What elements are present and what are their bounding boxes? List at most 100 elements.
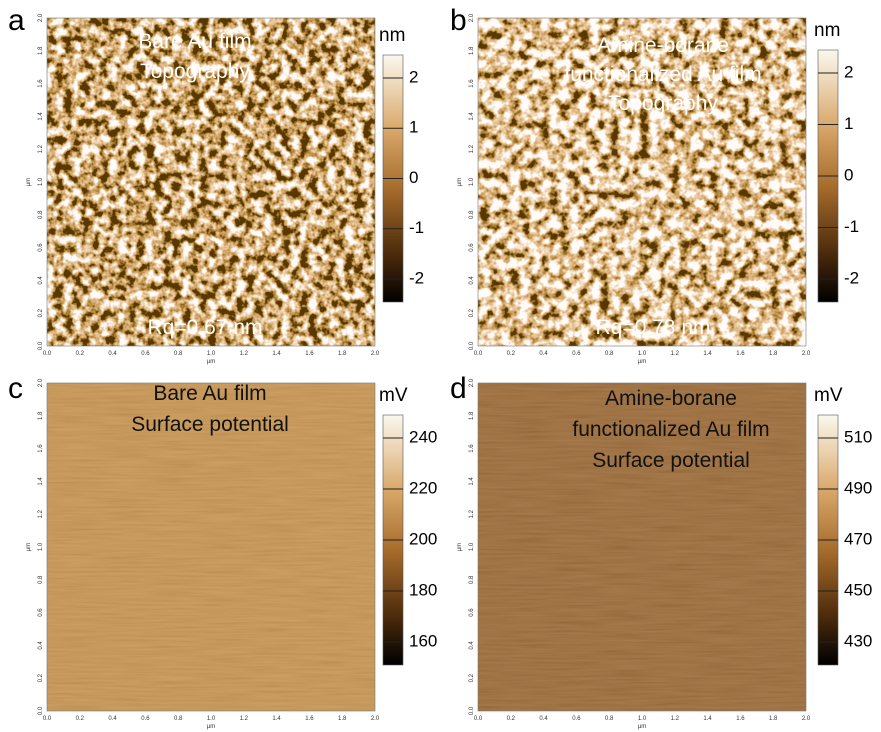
panel-title: Bare Au film [153,382,266,405]
y-tick-label: 0.6 [469,243,475,252]
y-tick-label: 2.0 [38,378,44,387]
y-tick-label: 1.4 [469,112,475,121]
colorbar-tick-label: 450 [844,580,872,599]
x-tick-label: 0.8 [174,351,183,357]
colorbar-tick-label: 180 [409,580,437,599]
panel: b Amine-borane functionalized Au film Topog… [450,4,859,365]
x-tick-label: 0.4 [539,351,548,357]
x-tick-label: 0.6 [141,351,150,357]
y-axis-unit: µm [26,178,32,186]
colorbar-tick-label: -2 [844,268,859,287]
x-tick-label: 0.2 [507,716,516,722]
y-axis-unit: µm [26,543,32,551]
y-tick-label: 2.0 [469,378,475,387]
y-tick-label: 1.4 [38,112,44,121]
y-tick-label: 0.4 [469,276,475,285]
y-tick-label: 1.4 [469,477,475,486]
x-axis-unit: µm [638,359,646,365]
y-tick-label: 1.0 [469,177,475,186]
kpfm-texture [478,383,806,711]
x-tick-label: 1.4 [272,716,281,722]
y-tick-label: 0.6 [38,243,44,252]
y-tick-label: 0.4 [38,276,44,285]
panel-title: Topography [140,60,250,83]
afm-image [47,18,375,346]
panel: d Amine-borane functionalized Au film Surfa… [450,372,872,730]
y-tick-label: 0.8 [469,575,475,584]
y-tick-label: 1.2 [38,509,44,518]
roughness: Rq=0.78 nm [596,316,711,339]
x-tick-label: 2.0 [802,716,811,722]
x-tick-label: 0.0 [474,351,483,357]
colorbar-tick-label: 510 [844,427,872,446]
panel-letter: a [8,4,25,37]
y-tick-label: 1.0 [469,542,475,551]
panel-title: Topography [608,92,718,115]
x-tick-label: 1.0 [207,716,216,722]
x-tick-label: 1.8 [769,351,778,357]
x-tick-label: 1.2 [671,716,680,722]
panel: a Bare Au film Topography Rq=0.67 nm nm 2 1 0 -1… [8,4,424,365]
colorbar-tick-label: -2 [409,268,424,287]
y-tick-label: 1.4 [38,477,44,486]
y-tick-label: 0.2 [38,308,44,317]
x-tick-label: 1.0 [638,351,647,357]
x-tick-label: 0.4 [108,716,117,722]
x-tick-label: 0.8 [605,351,614,357]
x-tick-label: 1.2 [671,351,680,357]
panel-letter: b [450,4,467,37]
y-tick-label: 1.8 [469,46,475,55]
y-tick-label: 0.0 [469,706,475,715]
afm-image [478,18,806,346]
colorbar-tick-label: 220 [409,478,437,497]
panel-title: Surface potential [592,449,750,472]
y-tick-label: 0.8 [469,210,475,219]
x-tick-label: 1.6 [305,351,314,357]
colorbar-tick-label: 1 [409,118,418,137]
y-tick-label: 1.0 [38,542,44,551]
x-tick-label: 2.0 [371,351,380,357]
y-tick-label: 2.0 [38,13,44,22]
x-tick-label: 0.0 [474,716,483,722]
panel-title: functionalized Au film [572,418,769,441]
roughness: Rq=0.67 nm [148,316,263,339]
x-tick-label: 0.6 [572,716,581,722]
y-tick-label: 0.0 [38,706,44,715]
panel-title: Surface potential [131,413,289,436]
x-tick-label: 0.0 [43,716,52,722]
colorbar-tick-label: 160 [409,631,437,650]
y-tick-label: 1.6 [469,79,475,88]
x-tick-label: 1.2 [240,351,249,357]
panel-letter: c [8,372,23,405]
x-tick-label: 1.6 [305,716,314,722]
y-tick-label: 0.2 [38,673,44,682]
x-tick-label: 1.4 [272,351,281,357]
x-tick-label: 0.4 [539,716,548,722]
x-tick-label: 1.2 [240,716,249,722]
colorbar-tick-label: 470 [844,529,872,548]
y-tick-label: 0.2 [469,673,475,682]
colorbar-tick-label: 0 [409,168,418,187]
x-tick-label: 0.4 [108,351,117,357]
y-tick-label: 0.4 [469,641,475,650]
x-tick-label: 2.0 [802,351,811,357]
y-tick-label: 1.0 [38,177,44,186]
x-tick-label: 1.8 [769,716,778,722]
colorbar-tick-label: 2 [844,62,853,81]
x-tick-label: 0.0 [43,351,52,357]
y-tick-label: 0.2 [469,308,475,317]
x-tick-label: 0.6 [572,351,581,357]
y-tick-label: 0.8 [38,210,44,219]
colorbar-unit: mV [814,385,843,406]
y-tick-label: 0.0 [469,341,475,350]
x-axis-unit: µm [207,359,215,365]
kpfm-texture [47,383,375,711]
x-tick-label: 1.8 [338,351,347,357]
y-tick-label: 0.8 [38,575,44,584]
x-axis-unit: µm [638,724,646,730]
y-tick-label: 1.2 [38,144,44,153]
y-tick-label: 1.8 [38,46,44,55]
x-tick-label: 0.2 [507,351,516,357]
panel: c Bare Au film Surface potential mV 240 220 20… [8,372,437,730]
y-tick-label: 0.0 [38,341,44,350]
